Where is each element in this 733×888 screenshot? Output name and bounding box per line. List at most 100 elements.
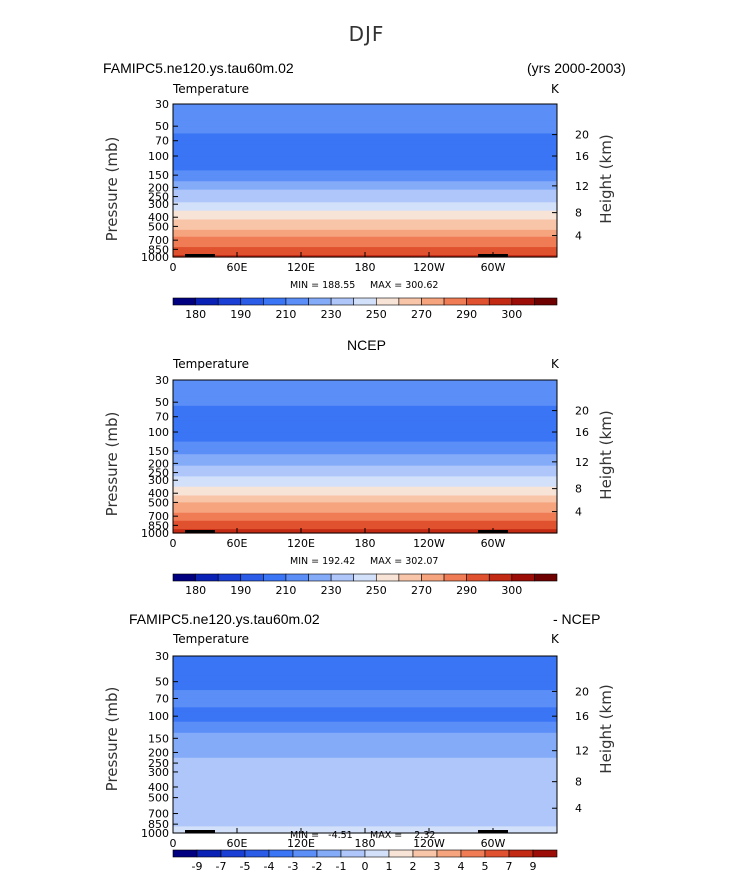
panel1-band (173, 219, 557, 223)
panel1-band (173, 221, 557, 225)
pressure-tick-label: 1000 (141, 527, 169, 540)
colorbar-swatch (217, 573, 242, 582)
colorbar-swatch (195, 297, 219, 306)
colorbar-swatch (534, 297, 558, 306)
colorbar-swatch (511, 573, 535, 582)
panel3-band (173, 765, 557, 769)
panel1-band (173, 251, 557, 254)
pressure-tick-label: 30 (155, 650, 169, 663)
pressure-tick-label: 850 (148, 519, 169, 532)
panel3-band (173, 748, 557, 754)
panel1-band (173, 233, 557, 238)
pressure-tick-label: 500 (148, 496, 169, 509)
longitude-tick-label: 180 (355, 537, 376, 550)
pressure-tick-label: 250 (148, 757, 169, 770)
colorbar-swatch (364, 849, 390, 858)
colorbar-label: 230 (321, 308, 342, 321)
height-tick-label: 8 (575, 776, 582, 789)
panel1-band (173, 160, 557, 167)
height-tick-label: 20 (575, 405, 589, 418)
pressure-tick-label: 850 (148, 243, 169, 256)
colorbar-label: 290 (456, 308, 477, 321)
colorbar-swatch (172, 849, 198, 858)
panel3-band (173, 783, 557, 788)
panel3-band (173, 818, 557, 823)
colorbar-label: 300 (501, 308, 522, 321)
colorbar-swatch (412, 849, 438, 858)
pressure-tick-label: 250 (148, 191, 169, 204)
panel2-title: NCEP (347, 337, 386, 353)
panel3-band (173, 745, 557, 750)
panel2-band (173, 467, 557, 471)
panel1-band (173, 175, 557, 179)
colorbar-swatch (217, 297, 242, 306)
colorbar-swatch (421, 573, 445, 582)
panel2-band (173, 523, 557, 526)
colorbar-label: 270 (411, 584, 432, 597)
panel3-band (173, 721, 557, 728)
panel1-band (173, 213, 557, 218)
height-tick-label: 20 (575, 129, 589, 142)
pressure-tick-label: 400 (148, 781, 169, 794)
pressure-tick-label: 200 (148, 181, 169, 194)
panel3-ylabel: Pressure (mb) (103, 686, 121, 792)
pressure-tick-label: 500 (148, 792, 169, 805)
pressure-tick-label: 100 (148, 426, 169, 439)
panel1-band (173, 198, 557, 201)
panel2-band (173, 495, 557, 499)
panel2-variable: Temperature (173, 357, 250, 371)
panel1-band (173, 226, 557, 231)
panel3-band (173, 675, 557, 683)
colorbar-swatch (488, 573, 513, 582)
panel3-band (173, 732, 557, 739)
pressure-tick-label: 200 (148, 746, 169, 759)
panel1-band (173, 126, 557, 131)
panel3-band (173, 821, 557, 825)
panel1-band (173, 152, 557, 157)
colorbar-swatch (375, 573, 400, 582)
colorbar-swatch (244, 849, 270, 858)
panel2-frame (172, 379, 558, 534)
panel2-band (173, 476, 557, 479)
panel2-band (173, 409, 557, 414)
panel3-band (173, 824, 557, 827)
panel2-band (173, 502, 557, 507)
pressure-tick-label: 250 (148, 467, 169, 480)
panel2-band (173, 446, 557, 452)
panel1-band (173, 191, 557, 195)
panel2-band (173, 474, 557, 477)
colorbar-label: 180 (185, 584, 206, 597)
panel3-band (173, 789, 557, 793)
panel3-variable: Temperature (173, 632, 250, 646)
longitude-tick-label: 60E (227, 837, 248, 850)
panel1-band (173, 184, 557, 188)
panel2-band (173, 391, 557, 398)
panel1-band (173, 255, 557, 258)
panel1-title-left: FAMIPC5.ne120.ys.tau60m.02 (103, 60, 294, 76)
panel3-band (173, 702, 557, 708)
panel2-units: K (551, 357, 559, 371)
panel3-band (173, 813, 557, 817)
panel1-band (173, 109, 557, 116)
colorbar-swatch (484, 849, 510, 858)
height-tick-label: 16 (575, 710, 589, 723)
panel3-band (173, 801, 557, 807)
colorbar-swatch (488, 297, 513, 306)
colorbar-swatch (330, 573, 355, 582)
pressure-tick-label: 300 (148, 198, 169, 211)
panel1-band (173, 181, 557, 185)
panel2-band (173, 428, 557, 433)
longitude-tick-label: 60E (227, 261, 248, 274)
pressure-tick-label: 100 (148, 150, 169, 163)
panel2-band (173, 405, 557, 411)
pressure-tick-label: 300 (148, 766, 169, 779)
colorbar-swatch (263, 297, 287, 306)
panel3-title-right: - NCEP (553, 611, 601, 627)
panel2-band (173, 527, 557, 530)
pressure-tick-label: 400 (148, 487, 169, 500)
panel1-band (173, 148, 557, 153)
panel3-ylabel-right: Height (km) (597, 684, 615, 774)
panel2-ylabel-right: Height (km) (597, 410, 615, 500)
topography-mark (478, 830, 508, 833)
colorbar-swatch (172, 297, 196, 306)
